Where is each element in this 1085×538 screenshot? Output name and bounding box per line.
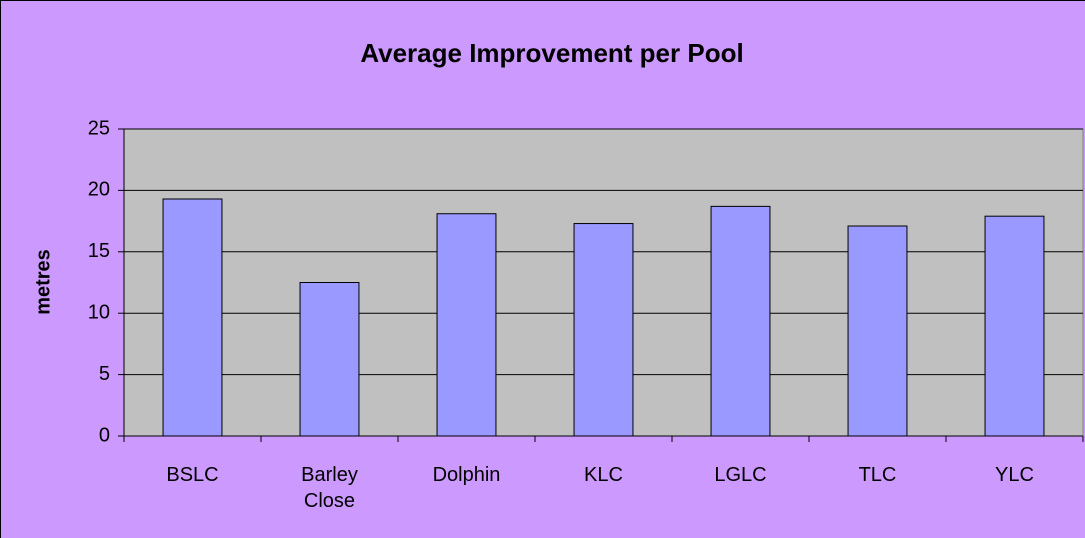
bar bbox=[299, 282, 360, 437]
x-tick-label: YLC bbox=[995, 464, 1034, 486]
x-tick-label: TLC bbox=[858, 464, 897, 486]
y-tick-label: 20 bbox=[88, 179, 110, 201]
y-tick-label: 0 bbox=[99, 424, 110, 446]
bar bbox=[984, 215, 1045, 437]
y-tick-label: 10 bbox=[88, 301, 110, 323]
chart-title: Average Improvement per Pool bbox=[360, 38, 743, 68]
y-tick-label: 5 bbox=[99, 363, 110, 385]
x-tick-label: KLC bbox=[584, 464, 623, 486]
x-tick-label: BSLC bbox=[166, 464, 219, 486]
bar bbox=[162, 198, 223, 437]
bar bbox=[573, 223, 634, 437]
y-axis-title: metres bbox=[32, 249, 54, 315]
x-tick-label: Barley Close bbox=[301, 464, 358, 512]
x-tick-label: LGLC bbox=[714, 464, 767, 486]
y-tick-label: 25 bbox=[88, 117, 110, 139]
bar bbox=[847, 225, 908, 437]
bar bbox=[710, 205, 771, 437]
y-tick-label: 15 bbox=[88, 240, 110, 262]
x-tick-label: Dolphin bbox=[432, 464, 501, 486]
bar bbox=[436, 213, 497, 437]
